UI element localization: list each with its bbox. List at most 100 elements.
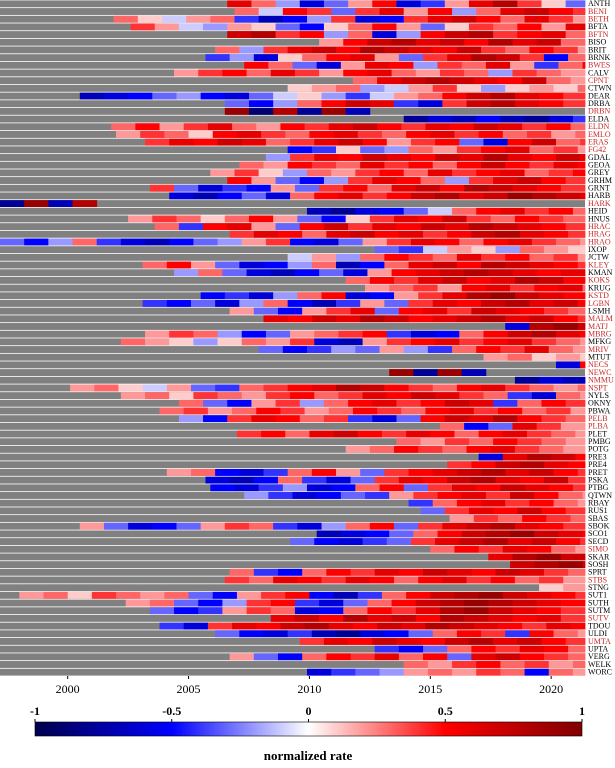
heat-cell [379, 668, 405, 676]
heat-cell [391, 607, 417, 615]
heat-cell [403, 346, 429, 353]
heat-cell [297, 107, 322, 115]
heat-cell [572, 169, 586, 177]
heat-cell [560, 553, 586, 561]
heat-cell [343, 614, 368, 622]
heat-cell [415, 184, 441, 192]
heat-cell [270, 614, 296, 622]
heat-cell [350, 653, 376, 661]
colorbar-tick-label: 0.5 [438, 704, 453, 718]
heat-cell [512, 184, 538, 192]
row-background [0, 38, 585, 46]
heat-cell [526, 130, 552, 138]
heat-cell [502, 130, 528, 138]
heat-cell [456, 161, 482, 169]
row-label: PRE3 [588, 452, 607, 461]
row-label: SOSH [588, 560, 609, 569]
heat-cell [273, 107, 298, 115]
heat-cell [270, 69, 296, 77]
heat-cell [408, 261, 434, 269]
heat-cell [437, 530, 463, 538]
heat-cell [505, 84, 530, 92]
heat-cell [287, 261, 313, 269]
heat-cell [439, 422, 465, 430]
heat-cell [239, 261, 264, 269]
heat-cell [514, 215, 540, 223]
heat-cell [248, 100, 274, 108]
heat-cell [493, 415, 518, 423]
heat-cell [403, 661, 429, 668]
heat-cell [577, 499, 586, 507]
heat-cell [531, 538, 557, 546]
heat-cell [159, 407, 185, 415]
heat-cell [348, 31, 373, 39]
heat-cell [367, 269, 393, 277]
heat-cell [543, 461, 569, 469]
heat-cell [263, 161, 289, 169]
heat-cell [406, 591, 431, 599]
heat-cell [125, 599, 151, 607]
heat-cell [558, 561, 583, 569]
heat-cell [386, 238, 412, 246]
heat-cell [580, 154, 586, 161]
heat-cell [343, 269, 368, 277]
heat-cell [565, 177, 586, 184]
heat-cell [401, 407, 426, 415]
heat-cell [555, 238, 581, 246]
heat-cell [512, 422, 538, 430]
heat-cell [555, 330, 581, 338]
heat-cell [307, 8, 332, 15]
heat-cell [398, 54, 424, 62]
heat-cell [548, 484, 574, 492]
row-label: KLEY [588, 260, 610, 269]
heat-cell [48, 200, 73, 208]
heat-cell [481, 46, 506, 54]
heat-cell [403, 207, 429, 215]
heat-cell [345, 276, 371, 284]
heat-cell [478, 453, 504, 461]
heat-cell [466, 445, 492, 453]
row-label: MTUT [588, 353, 611, 362]
heat-cell [381, 591, 407, 599]
heat-cell [568, 246, 586, 254]
heat-cell [539, 100, 564, 108]
heat-cell [348, 415, 373, 423]
heat-cell [166, 468, 192, 476]
heat-cell [514, 522, 540, 530]
heat-cell [379, 8, 405, 15]
heat-cell [565, 637, 586, 645]
heat-cell [553, 299, 579, 307]
heat-cell [413, 369, 438, 377]
heat-cell [215, 261, 240, 269]
heat-cell [263, 261, 289, 269]
heat-cell [398, 568, 424, 576]
heat-cell [468, 438, 494, 446]
heat-cell [471, 54, 496, 62]
heat-cell [374, 307, 400, 315]
heat-cell [348, 223, 373, 231]
heat-cell [435, 330, 460, 338]
heat-cell [183, 622, 209, 630]
heat-cell [169, 238, 194, 246]
heat-cell [442, 215, 467, 223]
heat-cell [314, 392, 339, 400]
heat-cell [502, 430, 528, 438]
heat-cell [568, 230, 586, 238]
heat-cell [321, 100, 347, 108]
heat-cell [485, 530, 511, 538]
heat-cell [476, 115, 501, 123]
heat-cell [248, 292, 274, 300]
heat-cell [198, 269, 223, 277]
heat-cell [394, 215, 419, 223]
heat-cell [311, 315, 337, 323]
heat-cell [582, 284, 586, 292]
heat-cell [331, 15, 356, 23]
heat-cell [534, 561, 559, 569]
heat-cell [394, 276, 419, 284]
heat-cell [321, 576, 347, 584]
heat-cell [522, 407, 547, 415]
heat-cell [362, 392, 388, 400]
heat-cell [568, 461, 586, 469]
heat-cell [236, 430, 262, 438]
heat-cell [456, 84, 482, 92]
